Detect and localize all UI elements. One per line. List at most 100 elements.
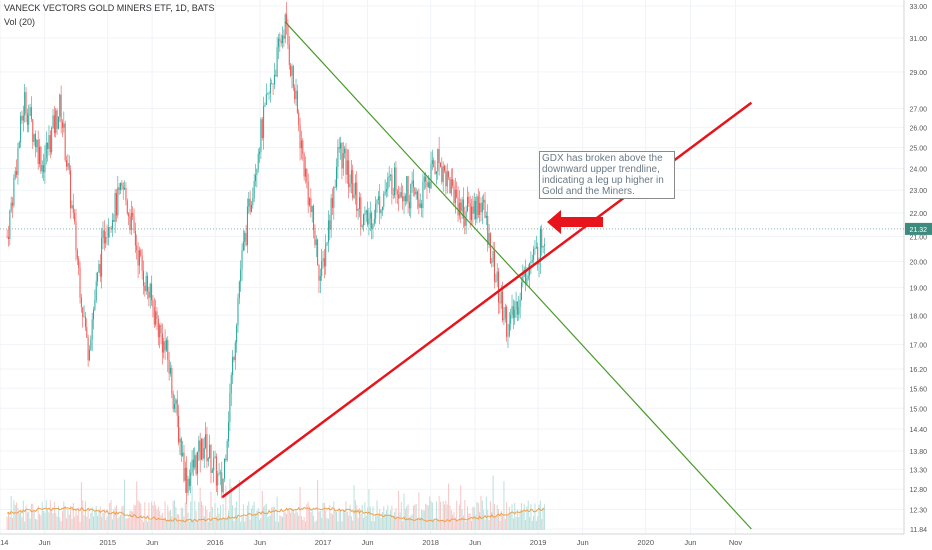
volume-bar: [142, 521, 144, 530]
candle-body: [230, 375, 232, 394]
candle-body: [64, 123, 66, 161]
volume-bar: [280, 516, 282, 530]
volume-bar: [506, 502, 508, 530]
candle-body: [120, 182, 122, 190]
volume-bar: [465, 521, 467, 530]
volume-bar: [33, 511, 35, 530]
volume-bar: [210, 491, 212, 530]
candle-body: [429, 182, 431, 189]
candle-body: [87, 337, 89, 361]
candle-body: [542, 245, 544, 248]
volume-bar: [263, 506, 265, 530]
volume-bar: [527, 500, 529, 530]
last-price-label: 21.32: [909, 227, 927, 234]
volume-bar: [369, 506, 371, 530]
volume-bar: [87, 510, 89, 530]
candle-body: [209, 444, 211, 458]
y-tick-label: 16.20: [909, 367, 927, 374]
volume-bar: [39, 514, 41, 530]
volume-bar: [225, 485, 227, 530]
volume-bar: [236, 501, 238, 530]
candle-body: [245, 232, 247, 246]
candle-body: [203, 448, 205, 459]
candle-body: [55, 110, 57, 134]
candle-body: [287, 24, 289, 45]
volume-bar: [460, 485, 462, 530]
candle-body: [223, 458, 225, 479]
volume-bar: [12, 517, 14, 530]
candle-body: [503, 318, 505, 321]
candle-body: [485, 215, 487, 218]
volume-bar: [539, 500, 541, 530]
volume-bar: [477, 503, 479, 530]
candle-body: [21, 116, 23, 121]
candle-body: [86, 327, 88, 338]
y-tick-label: 33.00: [909, 4, 927, 11]
volume-bar: [191, 485, 193, 530]
candle-body: [161, 333, 163, 353]
volume-bar: [461, 509, 463, 530]
candle-body: [118, 187, 120, 190]
volume-bar: [299, 487, 301, 530]
candle-body: [462, 199, 464, 219]
volume-bar: [535, 520, 537, 530]
candle-body: [256, 168, 258, 175]
volume-bar: [172, 500, 174, 530]
candle-body: [102, 230, 104, 238]
volume-bar: [396, 519, 398, 530]
candle-body: [151, 283, 153, 301]
candle-body: [483, 199, 485, 203]
volume-bar: [16, 502, 18, 530]
volume-bar: [246, 505, 248, 530]
volume-bar: [196, 520, 198, 530]
volume-bar: [475, 515, 477, 530]
candle-body: [93, 309, 95, 320]
volume-bar: [102, 512, 104, 530]
volume-bar: [215, 516, 217, 530]
volume-bar: [365, 515, 367, 530]
volume-bar: [28, 511, 30, 530]
candle-body: [99, 264, 101, 277]
candle-body: [232, 357, 234, 376]
candle-body: [72, 205, 74, 214]
volume-bar: [385, 510, 387, 530]
volume-bar: [234, 507, 236, 530]
candle-body: [265, 94, 267, 105]
candle-body: [178, 415, 180, 443]
candle-body: [128, 213, 130, 217]
volume-bar: [533, 515, 535, 530]
x-tick-label: Jun: [577, 538, 589, 547]
candle-body: [45, 142, 47, 158]
volume-bar: [198, 502, 200, 530]
volume-bar: [358, 508, 360, 530]
volume-bar: [502, 515, 504, 530]
volume-bar: [471, 520, 473, 530]
volume-bar: [41, 502, 43, 530]
candle-body: [144, 285, 146, 292]
candle-body: [241, 250, 243, 270]
volume-bar: [309, 506, 311, 530]
candle-body: [249, 198, 251, 212]
candle-body: [371, 213, 373, 229]
y-tick-label: 17.00: [909, 342, 927, 349]
candle-body: [426, 181, 428, 187]
volume-bar: [541, 518, 543, 530]
candle-body: [488, 233, 490, 245]
candle-body: [103, 230, 105, 244]
y-tick-label: 20.00: [909, 260, 927, 267]
candle-body: [125, 187, 127, 201]
candle-body: [422, 181, 424, 209]
volume-bar: [242, 504, 244, 530]
volume-bar: [368, 489, 370, 530]
candle-body: [94, 300, 96, 310]
candle-body: [286, 14, 288, 25]
y-tick-label: 12.80: [909, 487, 927, 494]
candle-body: [377, 196, 379, 200]
candle-body: [337, 147, 339, 167]
candle-body: [176, 399, 178, 416]
volume-bar: [310, 512, 312, 530]
candle-body: [24, 92, 26, 116]
volume-bar: [381, 512, 383, 530]
volume-bar: [241, 516, 243, 530]
